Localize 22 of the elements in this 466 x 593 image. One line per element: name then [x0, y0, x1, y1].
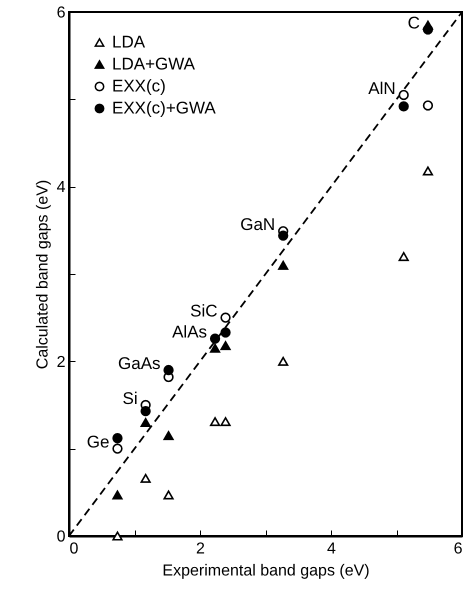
y-axis-title: Calculated band gaps (eV)	[34, 180, 52, 370]
x-tick-label: 2	[196, 540, 206, 558]
legend-label: LDA	[112, 32, 146, 52]
x-tick-label: 6	[454, 540, 463, 558]
annotation: SiC	[190, 302, 218, 321]
annotation: AlAs	[172, 322, 208, 342]
annotation: Si	[122, 389, 138, 408]
x-tick-label: 0	[70, 540, 78, 558]
y-tick-label: 2	[56, 354, 66, 371]
legend-label: EXX(c)+GWA	[112, 98, 216, 118]
x-axis-title: Experimental band gaps (eV)	[162, 562, 370, 580]
legend-label: LDA+GWA	[112, 54, 196, 74]
legend-label: EXX(c)	[112, 76, 166, 96]
annotation: AlN	[368, 78, 396, 98]
annotation: Ge	[86, 432, 110, 452]
annotation: GaN	[240, 215, 276, 234]
y-tick-label: 6	[56, 4, 66, 22]
y-tick-label: 4	[56, 179, 66, 196]
annotation: GaAs	[118, 354, 161, 374]
y-tick-label: 0	[56, 528, 66, 546]
annotation: C	[408, 13, 420, 32]
x-tick-label: 4	[327, 540, 336, 558]
